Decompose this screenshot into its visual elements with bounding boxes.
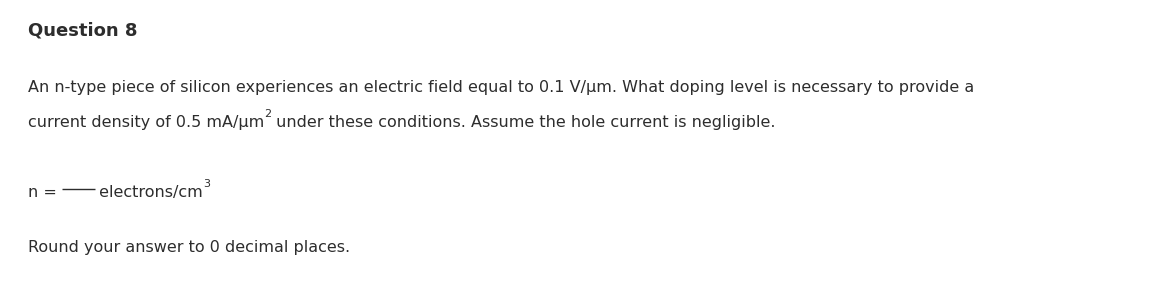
Text: 3: 3 <box>203 179 210 189</box>
Text: electrons/cm: electrons/cm <box>95 185 203 200</box>
Text: n =: n = <box>28 185 62 200</box>
Text: Question 8: Question 8 <box>28 22 138 40</box>
Text: Round your answer to 0 decimal places.: Round your answer to 0 decimal places. <box>28 240 350 255</box>
Text: An n-type piece of silicon experiences an electric field equal to 0.1 V/μm. What: An n-type piece of silicon experiences a… <box>28 80 975 95</box>
Text: ____: ____ <box>62 185 95 200</box>
Text: 2: 2 <box>265 109 272 119</box>
Text: under these conditions. Assume the hole current is negligible.: under these conditions. Assume the hole … <box>272 115 776 130</box>
Text: current density of 0.5 mA/μm: current density of 0.5 mA/μm <box>28 115 265 130</box>
